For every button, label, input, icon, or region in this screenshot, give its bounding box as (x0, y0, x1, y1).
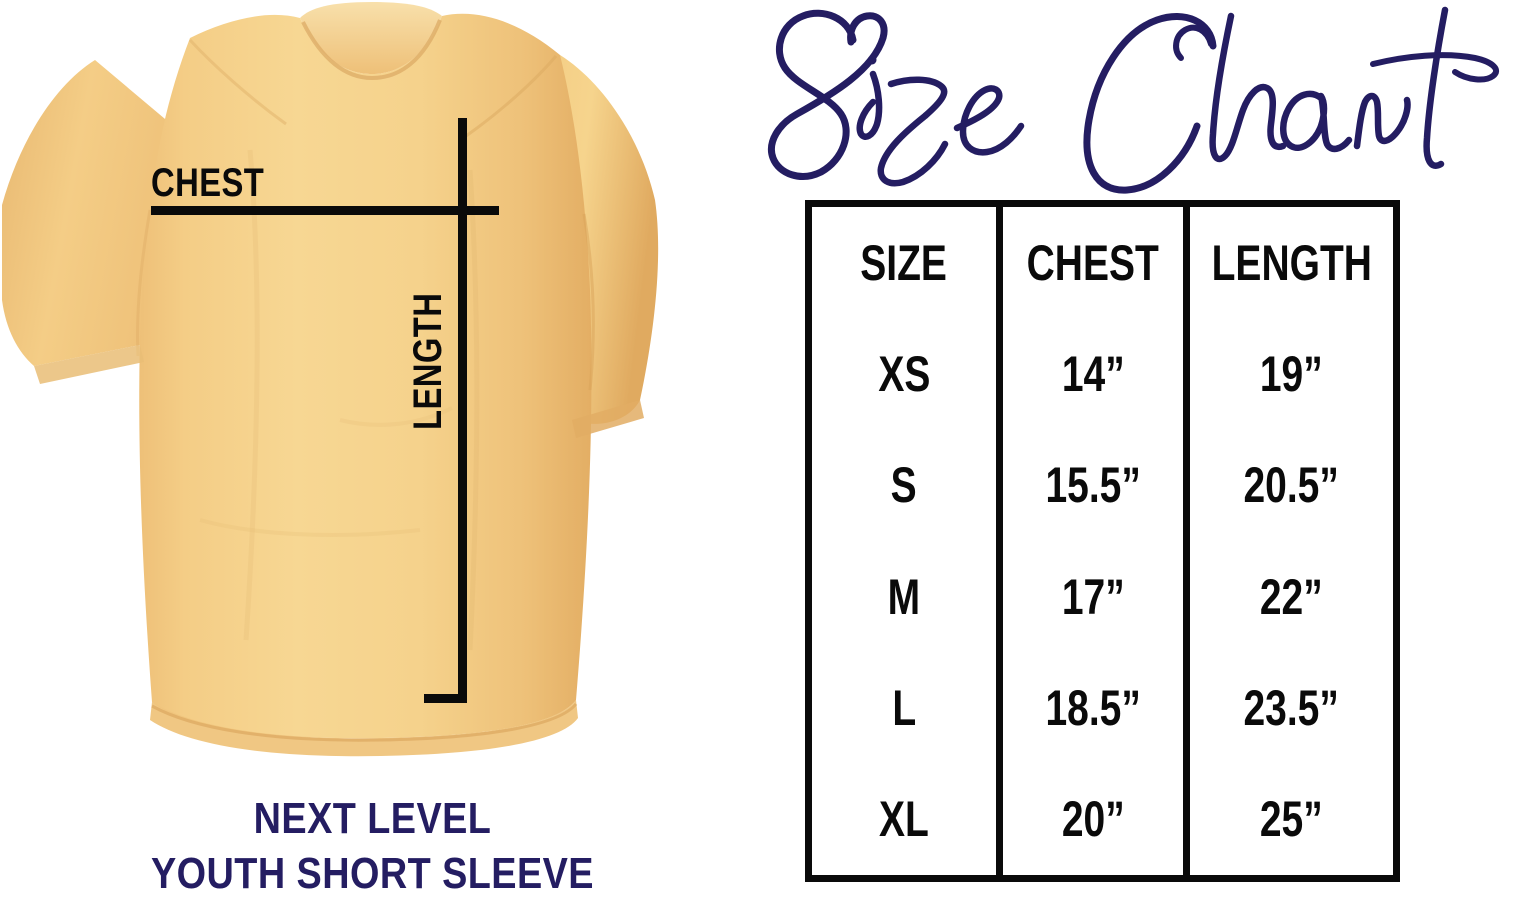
table-row: L (892, 679, 916, 736)
table-row: 22” (1260, 568, 1323, 625)
column-chest: CHEST 14” 15.5” 17” 18.5” 20” (995, 207, 1190, 875)
size-chart-title: Size Chart (745, 2, 1522, 197)
product-style: YOUTH SHORT SLEEVE (151, 849, 594, 898)
size-table: SIZE XS S M L XL (805, 200, 1400, 882)
table-row: 17” (1061, 568, 1125, 625)
table-row: 20.5” (1243, 457, 1340, 514)
tshirt-photo: CHEST LENGTH (0, 0, 745, 790)
table-row: M (887, 568, 921, 625)
collar (300, 2, 442, 74)
table-row: 15.5” (1045, 457, 1141, 514)
product-caption: NEXT LEVEL YOUTH SHORT SLEEVE (0, 792, 745, 902)
tshirt-illustration (2, 2, 659, 757)
header-length: LENGTH (1211, 234, 1372, 291)
size-chart-panel: Size Chart (745, 0, 1522, 915)
table-row: 20” (1061, 791, 1125, 848)
table-row: 18.5” (1045, 679, 1141, 736)
column-length: LENGTH 19” 20.5” 22” 23.5” 25” (1190, 207, 1393, 875)
table-row: 23.5” (1243, 679, 1340, 736)
table-row: XS (877, 345, 930, 402)
table-row: 14” (1061, 345, 1125, 402)
table-row: 19” (1260, 345, 1323, 402)
hem (150, 700, 578, 757)
table-row: XL (879, 791, 929, 848)
column-size: SIZE XS S M L XL (812, 207, 996, 875)
size-chart-title-script: Size Chart (768, 6, 1500, 194)
header-chest: CHEST (1026, 234, 1160, 291)
header-size: SIZE (860, 234, 948, 291)
shirt-body (139, 13, 592, 739)
table-row: S (890, 457, 917, 514)
table-row: 25” (1260, 791, 1323, 848)
product-brand: NEXT LEVEL (253, 794, 492, 843)
product-panel: CHEST LENGTH NEXT LEVEL YOUTH SHORT SLEE… (0, 0, 745, 915)
